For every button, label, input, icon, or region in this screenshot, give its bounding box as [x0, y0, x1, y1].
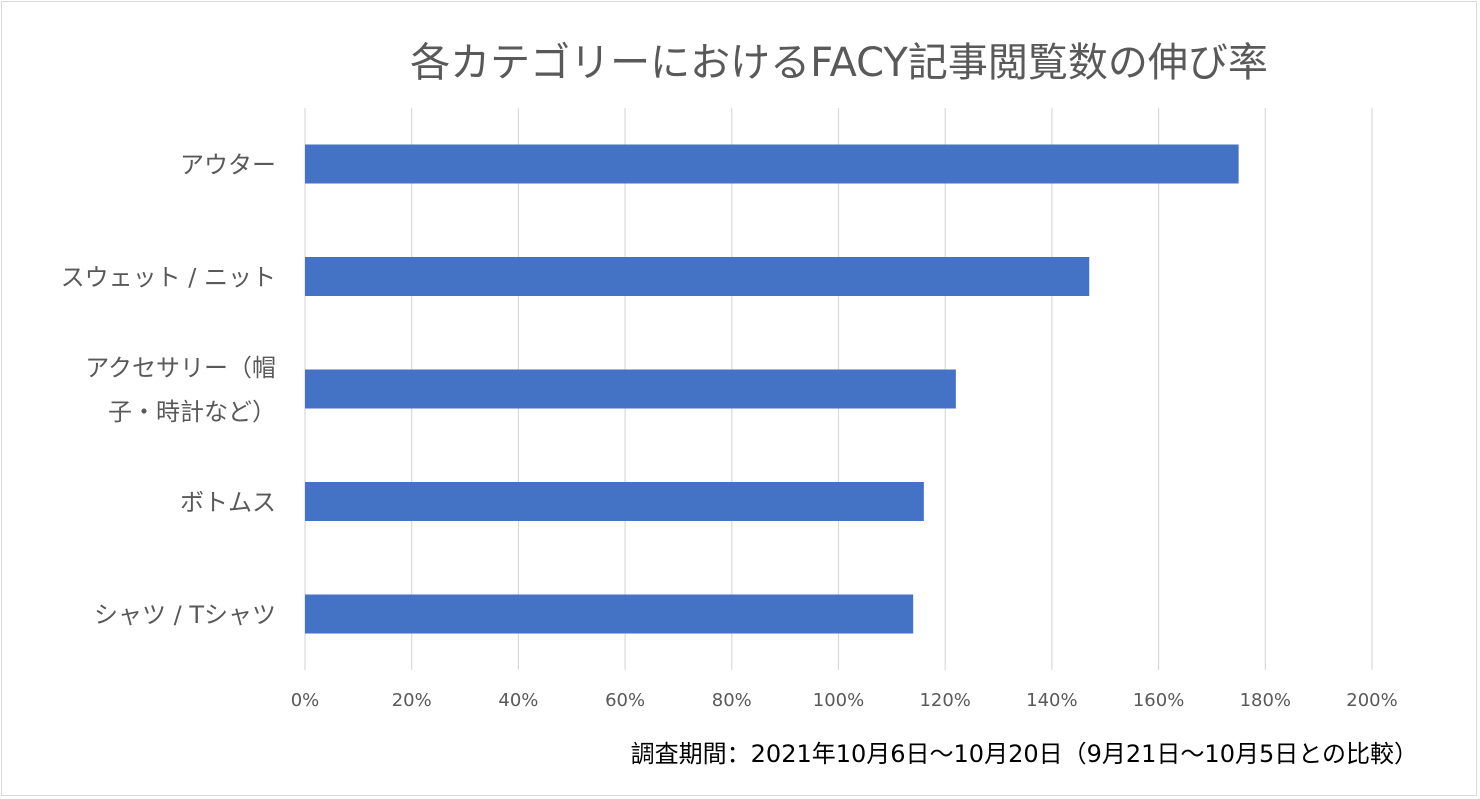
x-tick-label: 20% [392, 690, 432, 711]
category-label: シャツ / Tシャツ [94, 601, 276, 629]
bars [305, 144, 1239, 634]
bar [305, 482, 924, 521]
category-label: スウェット / ニット [61, 264, 276, 292]
chart-title: 各カテゴリーにおけるFACY記事閲覧数の伸び率 [410, 40, 1268, 86]
bar [305, 369, 956, 409]
x-tick-label: 60% [605, 690, 645, 711]
x-tick-label: 180% [1240, 690, 1291, 711]
category-label: ボトムス [180, 489, 276, 517]
category-label: 子・時計など） [108, 398, 276, 426]
x-tick-label: 80% [712, 690, 752, 711]
x-tick-label: 100% [813, 690, 864, 711]
category-label: アウター [180, 151, 276, 179]
category-label: アクセサリー（帽 [85, 354, 276, 382]
bar [305, 594, 914, 634]
x-tick-label: 140% [1026, 690, 1077, 711]
x-tick-label: 200% [1346, 690, 1397, 711]
x-tick-label: 40% [498, 690, 538, 711]
x-tick-labels: 0% 20% 40% 60% 80% 100% 120% 140% 160% 180% 200% [291, 690, 1398, 711]
survey-period-note: 調査期間：2021年10月6日〜10月20日（9月21日〜10月5日との比較） [630, 740, 1418, 768]
x-tick-label: 160% [1133, 690, 1184, 711]
bar [305, 144, 1239, 184]
bar [305, 257, 1090, 296]
x-tick-label: 0% [291, 690, 320, 711]
x-tick-label: 120% [919, 690, 970, 711]
